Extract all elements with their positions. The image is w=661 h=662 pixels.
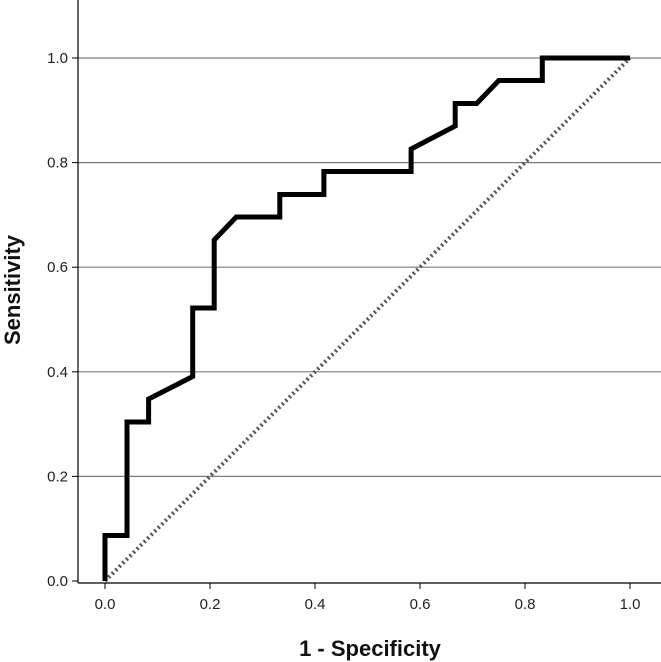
y-tick-label-3: 0.6 bbox=[47, 259, 68, 276]
x-tick-label-4: 0.8 bbox=[515, 596, 536, 613]
roc-curve-line bbox=[102, 55, 630, 581]
y-tick-label-1: 0.2 bbox=[47, 468, 68, 485]
y-tick-label-2: 0.4 bbox=[47, 364, 68, 381]
x-tick-label-1: 0.2 bbox=[200, 596, 221, 613]
y-tick-label-4: 0.8 bbox=[47, 155, 68, 172]
series-layer bbox=[102, 55, 632, 583]
y-tick-label-0: 0.0 bbox=[47, 573, 68, 590]
x-tick-label-5: 1.0 bbox=[620, 596, 641, 613]
gridlines bbox=[78, 57, 661, 477]
x-axis-title: 1 - Specificity bbox=[299, 636, 442, 661]
x-tick-label-3: 0.6 bbox=[410, 596, 431, 613]
axis-ticks: 0.0 0.2 0.4 0.6 0.8 1.0 0.0 0.2 0.4 0.6 0.8 1.0 bbox=[47, 50, 640, 613]
y-tick-label-5: 1.0 bbox=[47, 50, 68, 67]
reference-diagonal-line bbox=[103, 56, 632, 583]
y-axis-title: Sensitivity bbox=[0, 234, 25, 345]
x-tick-label-2: 0.4 bbox=[305, 596, 326, 613]
x-tick-label-0: 0.0 bbox=[95, 596, 116, 613]
